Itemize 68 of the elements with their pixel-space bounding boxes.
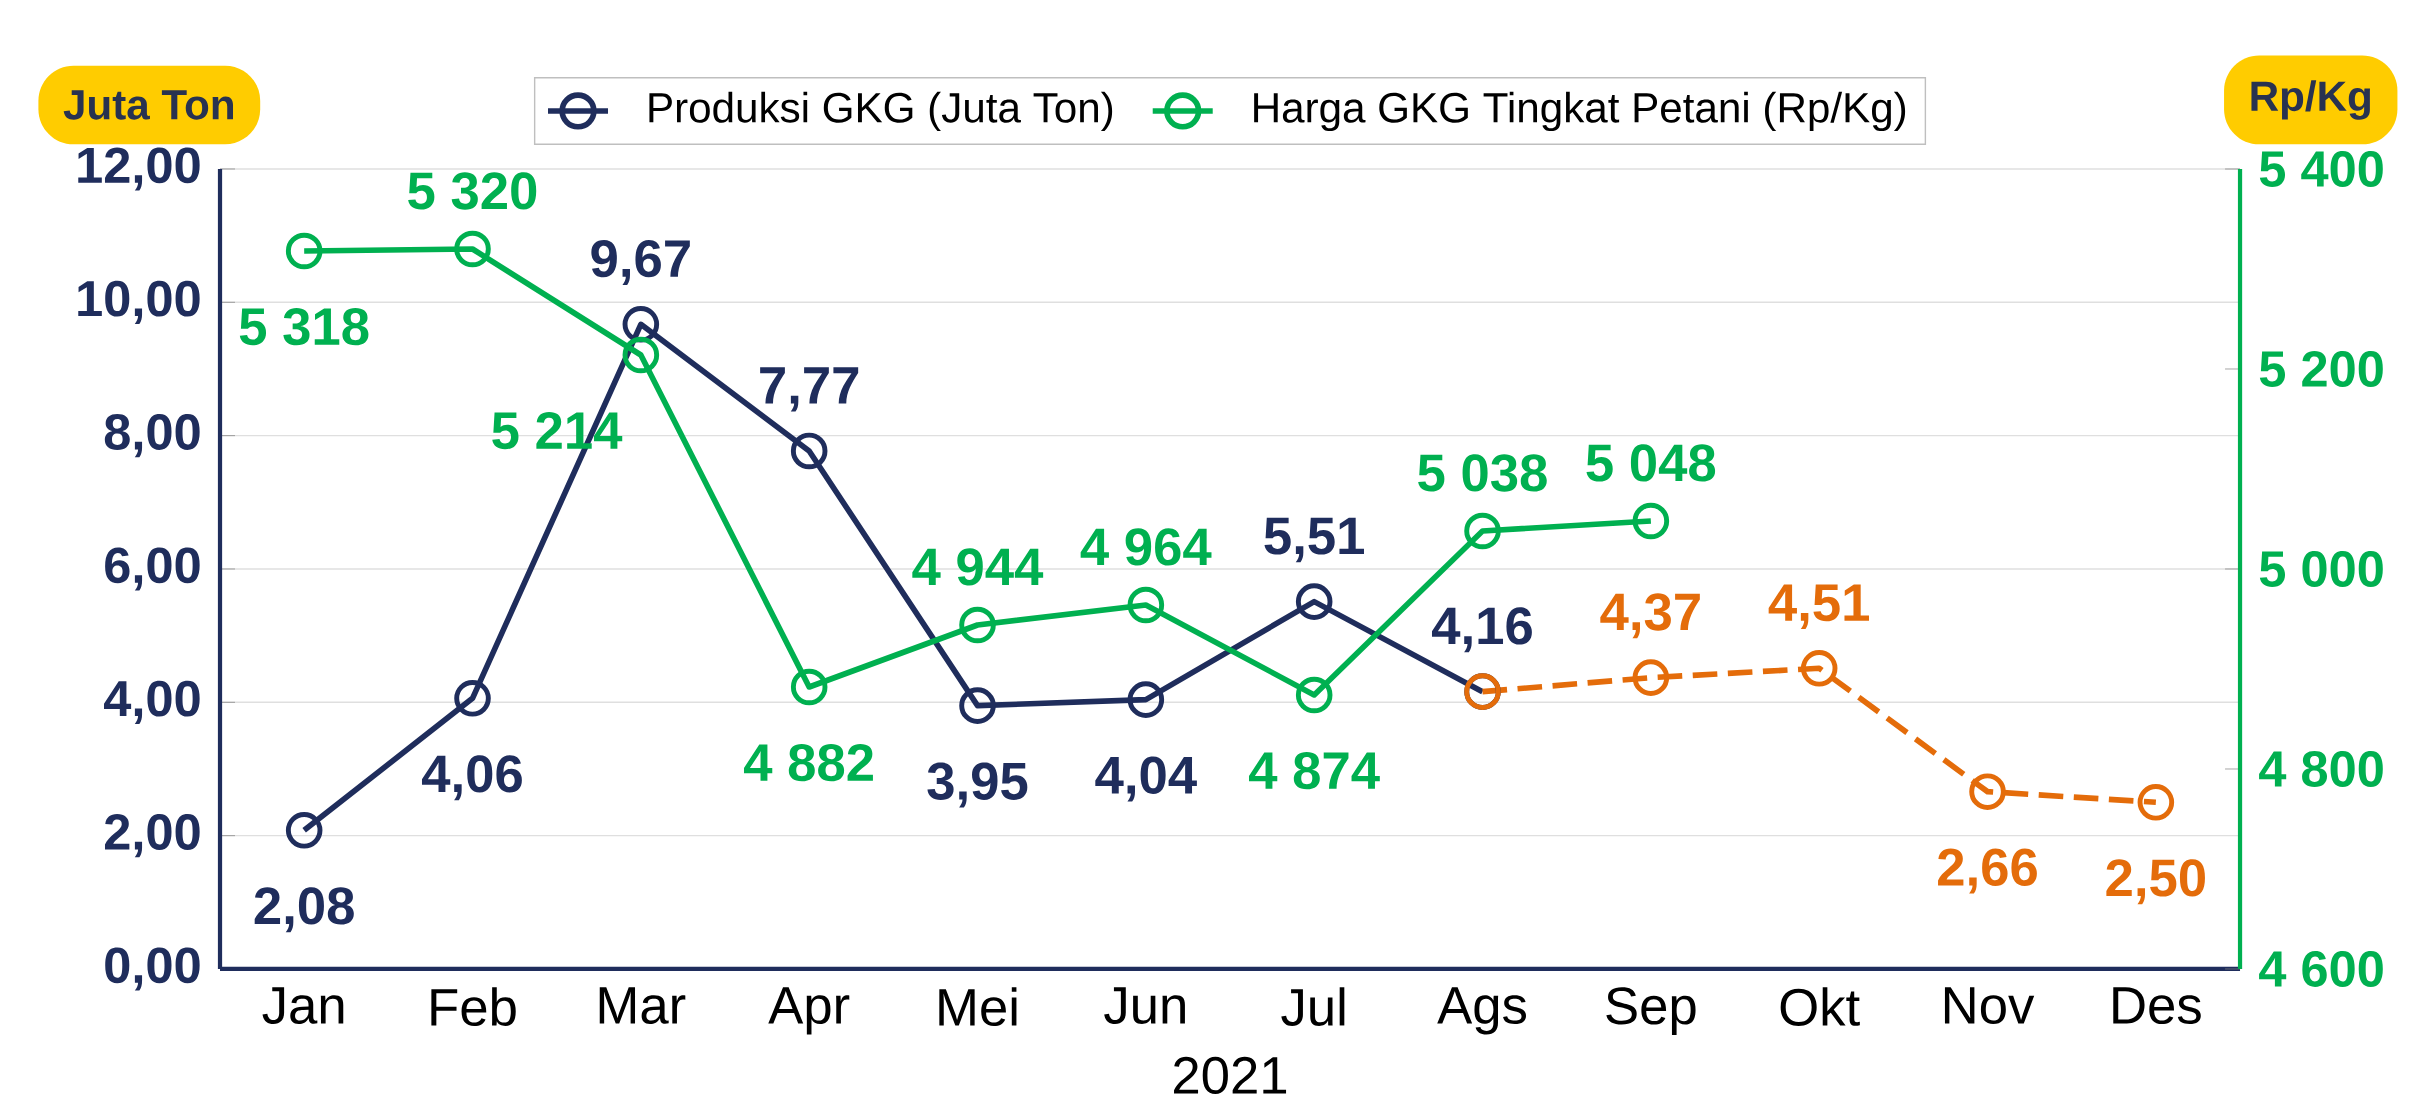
data-label: 5 048	[1586, 444, 1716, 482]
x-tick-label: Okt	[1780, 987, 1860, 1026]
y2-tick-label: 5 000	[2259, 551, 2383, 587]
data-label: 2,66	[1938, 848, 2037, 894]
data-label: 4,51	[1768, 584, 1869, 629]
data-label: 4,16	[1431, 607, 1532, 653]
y2-tick-label: 5 400	[2259, 151, 2383, 187]
data-label: 9,67	[591, 239, 690, 285]
point	[2137, 784, 2175, 821]
y-tick-label: 10,00	[78, 280, 200, 324]
x-tick-label: Nov	[1944, 987, 2035, 1025]
y2-axis-title: Rp/Kg	[2251, 80, 2370, 120]
data-label: 4 882	[743, 743, 873, 782]
y-tick-label: 4,00	[104, 680, 200, 724]
point	[454, 680, 491, 717]
x-tick-label: Jun	[1104, 987, 1185, 1025]
point	[790, 432, 828, 470]
y-axis-title: Juta Ton	[63, 90, 233, 120]
point	[1127, 586, 1165, 624]
point	[454, 230, 491, 268]
data-label: 5 320	[408, 172, 537, 210]
data-label: 5,51	[1264, 517, 1364, 563]
point	[1969, 773, 2006, 810]
data-label: 4,37	[1600, 593, 1700, 639]
y-tick-label: 6,00	[105, 547, 200, 591]
data-label: 4 944	[912, 548, 1044, 586]
data-label: 4 964	[1080, 528, 1212, 566]
point	[1464, 512, 1501, 550]
point	[1127, 681, 1165, 718]
x-tick-label: Des	[2113, 987, 2201, 1025]
legend-label: Produksi GKG (Juta Ton)	[649, 91, 1113, 132]
y-tick-label: 2,00	[104, 814, 200, 858]
data-label: 4,04	[1095, 756, 1197, 802]
data-label: 2,08	[254, 887, 354, 933]
data-label: 2,50	[2106, 859, 2205, 905]
x-tick-label: Jul	[1281, 987, 1345, 1026]
x-tick-label: Ags	[1437, 987, 1526, 1035]
point	[959, 606, 996, 644]
data-label: 7,77	[760, 367, 859, 412]
y2-tick-label: 5 200	[2259, 351, 2383, 387]
x-tick-label: Mei	[939, 987, 1017, 1026]
point	[1632, 659, 1670, 696]
point	[285, 812, 323, 849]
point	[790, 668, 828, 706]
point	[1632, 502, 1670, 540]
data-label: 4 874	[1249, 751, 1380, 790]
data-label: 4,06	[421, 755, 522, 801]
data-label: 5 318	[239, 307, 369, 346]
y-tick-label: 12,00	[78, 147, 200, 191]
x-axis-title: 2021	[1174, 1056, 1287, 1095]
y-tick-label: 8,00	[104, 414, 200, 458]
data-label: 5 038	[1418, 454, 1547, 492]
y2-tick-label: 4 800	[2259, 751, 2383, 787]
point	[622, 336, 660, 374]
point	[1295, 676, 1333, 714]
x-tick-label: Jan	[262, 987, 344, 1025]
data-label: 3,95	[927, 762, 1028, 808]
point	[1295, 583, 1333, 620]
x-tick-label: Sep	[1606, 987, 1696, 1035]
y-tick-label: 0,00	[105, 947, 200, 991]
point	[959, 687, 996, 724]
point	[285, 232, 323, 270]
point	[1800, 650, 1838, 687]
legend-label: Harga GKG Tingkat Petani (Rp/Kg)	[1254, 91, 1906, 132]
x-tick-label: Feb	[431, 987, 516, 1026]
x-tick-label: Apr	[768, 987, 850, 1035]
y2-tick-label: 4 600	[2259, 951, 2383, 987]
x-tick-label: Mar	[599, 987, 686, 1025]
